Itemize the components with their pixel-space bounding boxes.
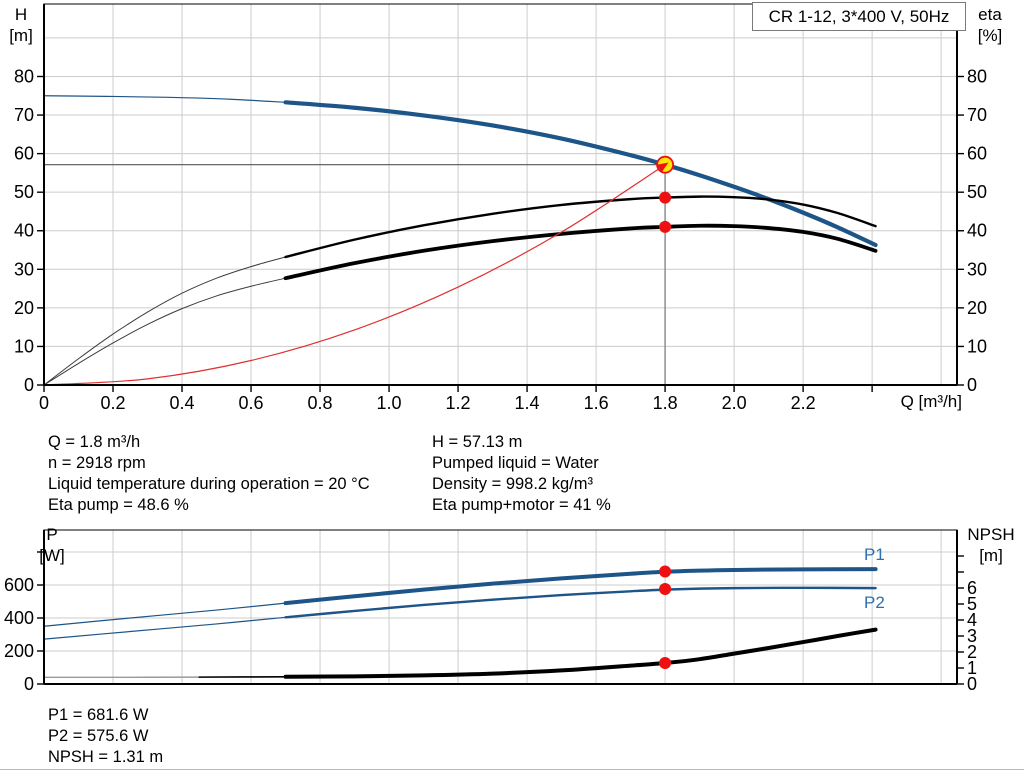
operating-point-marker xyxy=(659,657,672,670)
tick-label: 200 xyxy=(4,641,34,661)
eta-axis-unit: [%] xyxy=(977,26,1003,45)
series-eta-pump-thin xyxy=(43,256,287,386)
duty-info-left: Q = 1.8 m³/h n = 2918 rpm Liquid tempera… xyxy=(48,432,370,516)
tick-label: 0.8 xyxy=(308,393,333,413)
info-liquid-temp: Liquid temperature during operation = 20… xyxy=(48,475,370,493)
tick-label: 30 xyxy=(14,259,34,279)
eta-axis-label: eta [%] xyxy=(966,4,1014,46)
tick-label: 10 xyxy=(967,336,987,356)
info-eta-pump: Eta pump = 48.6 % xyxy=(48,496,189,514)
series-p2-curve xyxy=(284,586,877,619)
tick-label: 1 xyxy=(967,658,977,678)
series-system-curve xyxy=(43,164,666,386)
info-head: H = 57.13 m xyxy=(432,433,523,451)
tick-label: 0.4 xyxy=(170,393,195,413)
tick-label: 50 xyxy=(14,182,34,202)
tick-label: 6 xyxy=(967,578,977,598)
duty-point-arrow xyxy=(656,162,669,173)
series-p1-curve xyxy=(283,567,878,606)
p1-curve-label: P1 xyxy=(864,545,885,564)
tick-label: 0 xyxy=(967,375,977,395)
p-axis-label: P [W] xyxy=(32,524,72,566)
tick-label: 50 xyxy=(967,182,987,202)
tick-label: 400 xyxy=(4,608,34,628)
power-info: P1 = 681.6 W P2 = 575.6 W NPSH = 1.31 m xyxy=(48,705,163,768)
pump-title-box: CR 1-12, 3*400 V, 50Hz xyxy=(752,2,966,31)
p-axis-symbol: P xyxy=(46,525,58,544)
info-density: Density = 998.2 kg/m³ xyxy=(432,475,593,493)
tick-label: 80 xyxy=(14,66,34,86)
info-eta-pump-motor: Eta pump+motor = 41 % xyxy=(432,496,611,514)
npsh-axis-unit: [m] xyxy=(979,546,1003,565)
tick-label: 0 xyxy=(24,674,34,694)
tick-label: 0 xyxy=(24,375,34,395)
operating-point-marker xyxy=(659,220,672,233)
tick-label: 70 xyxy=(967,105,987,125)
tick-label: 1.4 xyxy=(515,393,540,413)
npsh-axis-label: NPSH [m] xyxy=(960,524,1022,566)
q-axis-label: Q [m³/h] xyxy=(900,392,962,411)
info-pumped-liquid: Pumped liquid = Water xyxy=(432,454,599,472)
tick-label: 40 xyxy=(967,221,987,241)
plot-frame xyxy=(43,3,958,386)
tick-label: 0 xyxy=(967,674,977,694)
npsh-axis-symbol: NPSH xyxy=(967,525,1015,544)
tick-label: 1.2 xyxy=(446,393,471,413)
tick-label: 2 xyxy=(967,642,977,662)
tick-label: 20 xyxy=(967,298,987,318)
tick-label: 4 xyxy=(967,610,977,630)
series-head-curve xyxy=(283,100,878,248)
h-axis-symbol: H xyxy=(14,5,28,24)
tick-label: 3 xyxy=(967,626,977,646)
tick-label: 60 xyxy=(967,144,987,164)
tick-label: 20 xyxy=(14,298,34,318)
series-p1-curve-thin xyxy=(43,602,287,627)
series-eta-pump-motor-thin xyxy=(43,277,287,386)
tick-label: 10 xyxy=(14,336,34,356)
tick-label: 2.0 xyxy=(722,393,747,413)
tick-label: 2.2 xyxy=(791,393,816,413)
info-p1: P1 = 681.6 W xyxy=(48,706,149,724)
operating-point-marker xyxy=(659,583,672,596)
series-eta-pump-motor xyxy=(283,223,878,281)
series-head-curve-thin xyxy=(43,95,287,103)
h-axis-unit: [m] xyxy=(9,26,33,45)
p-axis-unit: [W] xyxy=(39,546,65,565)
bottom-divider xyxy=(0,769,1024,770)
operating-point-marker xyxy=(659,191,672,204)
info-npsh: NPSH = 1.31 m xyxy=(48,748,164,766)
chart-qh: 0 0.2 0.4 0.6 0.8 1.0 1.2 1.4 1.6 1.8 2.0 2.2 0 10 20 3… xyxy=(14,3,987,413)
info-speed: n = 2918 rpm xyxy=(48,454,146,472)
duty-info-right: H = 57.13 m Pumped liquid = Water Densit… xyxy=(432,432,611,516)
tick-label: 80 xyxy=(967,66,987,86)
operating-point-marker xyxy=(659,565,672,578)
series-p2-curve-thin xyxy=(43,616,287,640)
tick-label: 600 xyxy=(4,575,34,595)
tick-label: 1.6 xyxy=(584,393,609,413)
tick-label: 5 xyxy=(967,594,977,614)
series-npsh-curve xyxy=(283,627,878,679)
tick-label: 60 xyxy=(14,144,34,164)
info-q: Q = 1.8 m³/h xyxy=(48,433,141,451)
h-axis-label: H [m] xyxy=(2,4,40,46)
tick-label: 1.8 xyxy=(653,393,678,413)
tick-label: 0.6 xyxy=(239,393,264,413)
info-p2: P2 = 575.6 W xyxy=(48,727,149,745)
tick-label: 0.2 xyxy=(100,393,125,413)
tick-label: 70 xyxy=(14,105,34,125)
p2-curve-label: P2 xyxy=(864,593,885,612)
tick-label: 40 xyxy=(14,221,34,241)
plot-frame xyxy=(43,529,958,685)
tick-label: 1.0 xyxy=(377,393,402,413)
tick-label: 0 xyxy=(39,393,49,413)
tick-label: 30 xyxy=(967,259,987,279)
eta-axis-symbol: eta xyxy=(978,5,1002,24)
